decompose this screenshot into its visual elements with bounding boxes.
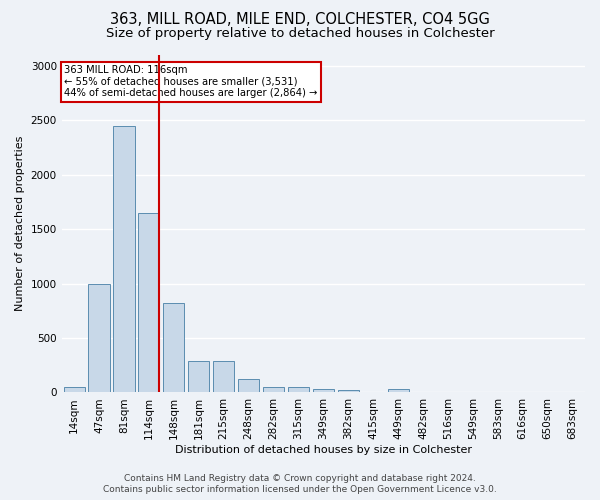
Text: Size of property relative to detached houses in Colchester: Size of property relative to detached ho… (106, 28, 494, 40)
Bar (64, 387, 85, 392)
X-axis label: Distribution of detached houses by size in Colchester: Distribution of detached houses by size … (175, 445, 472, 455)
Bar (388, 389, 409, 392)
Bar (163, 303, 184, 392)
Text: 363, MILL ROAD, MILE END, COLCHESTER, CO4 5GG: 363, MILL ROAD, MILE END, COLCHESTER, CO… (110, 12, 490, 28)
Text: 363 MILL ROAD: 116sqm
← 55% of detached houses are smaller (3,531)
44% of semi-d: 363 MILL ROAD: 116sqm ← 55% of detached … (64, 65, 317, 98)
Bar (263, 387, 284, 392)
Bar (88, 284, 110, 393)
Text: Contains HM Land Registry data © Crown copyright and database right 2024.
Contai: Contains HM Land Registry data © Crown c… (103, 474, 497, 494)
Y-axis label: Number of detached properties: Number of detached properties (15, 136, 25, 312)
Bar (138, 213, 160, 392)
Bar (313, 388, 334, 392)
Bar (238, 380, 259, 392)
Bar (338, 390, 359, 392)
Bar (288, 387, 309, 392)
Bar (188, 361, 209, 392)
Bar (113, 126, 134, 392)
Bar (213, 361, 234, 392)
